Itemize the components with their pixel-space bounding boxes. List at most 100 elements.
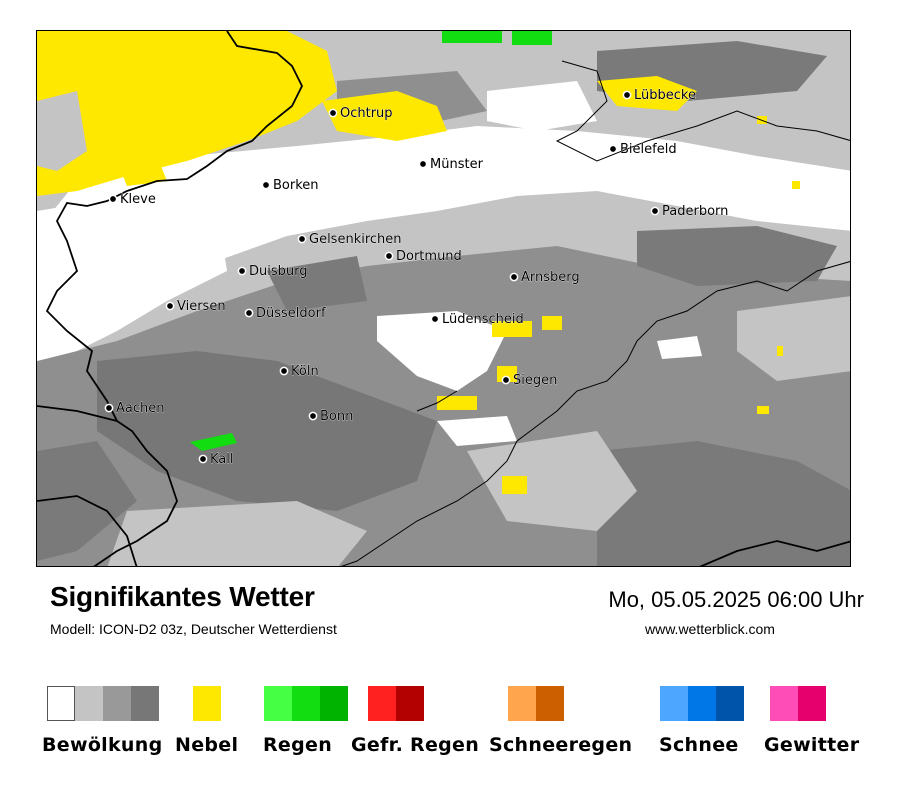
city-dot (622, 90, 632, 100)
fog-spot (757, 406, 769, 414)
city-dot (279, 366, 289, 376)
legend-group: Nebel (175, 686, 238, 756)
city-label: Bonn (320, 409, 353, 424)
legend-swatch (716, 686, 744, 721)
city-dot (165, 301, 175, 311)
legend-label: Nebel (175, 734, 239, 756)
city-label: Köln (291, 364, 319, 379)
legend-label: Schnee (659, 734, 739, 756)
legend-swatch (320, 686, 348, 721)
legend-swatches (368, 686, 424, 721)
city-dot (608, 144, 618, 154)
rain-kall (190, 433, 237, 451)
legend-swatch (131, 686, 159, 721)
website-link[interactable]: www.wetterblick.com (645, 621, 775, 637)
city-dot (384, 251, 394, 261)
city-label: Gelsenkirchen (309, 232, 402, 247)
city-label: Münster (430, 157, 484, 172)
legend-label: Bewölkung (42, 734, 163, 756)
fog-ochtrup (322, 91, 447, 141)
legend-label: Gewitter (764, 734, 860, 756)
city-dot (328, 108, 338, 118)
cloud-clear-band (37, 126, 850, 351)
weather-map: Lübbecke Ochtrup Bielefeld Münster Borken Kle… (36, 30, 851, 567)
city-dot (104, 403, 114, 413)
legend-swatches (660, 686, 744, 721)
cloud-dark-south (97, 351, 437, 511)
city-dot (198, 454, 208, 464)
city-dot (297, 234, 307, 244)
legend-group: Regen (263, 686, 348, 756)
border-nl-be (37, 405, 118, 422)
city-dot (261, 180, 271, 190)
city-dot (430, 314, 440, 324)
legend-swatch (103, 686, 131, 721)
cloud-light-patch (37, 91, 87, 171)
cloud-light-south (107, 501, 367, 566)
legend-label: Regen (263, 734, 333, 756)
border-state-rlp (416, 390, 458, 412)
forecast-datetime: Mo, 05.05.2025 06:00 Uhr (608, 587, 864, 612)
fog-spot (777, 346, 783, 356)
city-label: Kleve (120, 192, 156, 207)
legend-swatch (368, 686, 396, 721)
legend-swatch (660, 686, 688, 721)
legend-swatches (264, 686, 348, 721)
rain-north (512, 31, 552, 45)
legend-label: Schneeregen (489, 734, 633, 756)
city-label: Kall (210, 452, 234, 467)
legend-swatches (508, 686, 564, 721)
city-label: Siegen (513, 373, 557, 388)
legend-group: Bewölkung (42, 686, 162, 756)
city-label: Düsseldorf (256, 306, 326, 321)
city-dot (244, 308, 254, 318)
city-label: Dortmund (396, 249, 462, 264)
city-label: Lüdenscheid (442, 312, 524, 327)
weather-map-canvas: Lübbecke Ochtrup Bielefeld Münster Borken Kle… (37, 31, 850, 566)
legend-swatch (770, 686, 798, 721)
legend-swatch (264, 686, 292, 721)
border-south-east (699, 540, 850, 566)
city-dot (237, 266, 247, 276)
city-label: Paderborn (662, 204, 728, 219)
legend-swatch (47, 686, 75, 721)
cloud-light-east (737, 296, 850, 381)
legend-swatch (75, 686, 103, 721)
fog-luebbecke (597, 76, 697, 111)
cloud-clear-sauerland (377, 311, 507, 391)
cloud-dark-patch (637, 226, 837, 286)
legend-swatch (396, 686, 424, 721)
cloud-dark-southeast (597, 441, 850, 566)
cloud-clear-west (37, 201, 227, 361)
legend-swatch (193, 686, 221, 721)
fog-spot (542, 316, 562, 330)
city-dot (509, 272, 519, 282)
city-label: Borken (273, 178, 319, 193)
model-info: Modell: ICON-D2 03z, Deutscher Wetterdie… (50, 621, 337, 637)
city-label: Bielefeld (620, 142, 677, 157)
legend-swatch (508, 686, 536, 721)
map-title: Signifikantes Wetter (50, 581, 315, 612)
legend-group: Gefr. Regen (351, 686, 479, 756)
rain-north (442, 31, 502, 43)
fog-patch (117, 156, 167, 186)
legend-swatch (798, 686, 826, 721)
legend-group: Schnee (659, 686, 744, 756)
city-dot (418, 159, 428, 169)
city-label: Viersen (177, 299, 226, 314)
legend-group: Schneeregen (489, 686, 632, 756)
city-dot (108, 194, 118, 204)
legend-swatches (193, 686, 221, 721)
cloud-clear-patch (437, 416, 517, 446)
fog-spot (792, 181, 800, 189)
city-dot (308, 411, 318, 421)
city-label: Lübbecke (634, 88, 696, 103)
city-label: Ochtrup (340, 106, 393, 121)
legend-group: Gewitter (764, 686, 859, 756)
city-labels: Lübbecke Ochtrup Bielefeld Münster Borken Kle… (116, 88, 729, 468)
cloud-clear-patch (657, 336, 702, 359)
fog-northwest (37, 31, 337, 196)
legend-swatch (292, 686, 320, 721)
legend-swatches (770, 686, 826, 721)
fog-spot (502, 476, 527, 494)
